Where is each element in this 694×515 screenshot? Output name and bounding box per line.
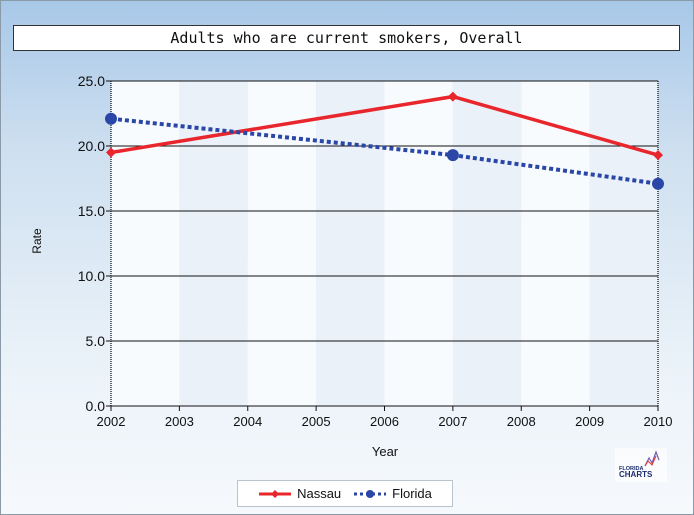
- y-tick-label: 20.0: [78, 138, 105, 154]
- y-tick-label: 5.0: [86, 333, 106, 349]
- year-band: [111, 81, 180, 406]
- legend-item-nassau: Nassau: [258, 486, 341, 501]
- data-point-nassau: [447, 91, 458, 102]
- x-tick-label: 2004: [233, 414, 262, 429]
- x-tick-label: 2006: [370, 414, 399, 429]
- y-tick-label: 15.0: [78, 203, 105, 219]
- legend-label-florida: Florida: [392, 486, 432, 501]
- data-point-florida: [652, 177, 664, 190]
- x-tick-label: 2002: [97, 414, 126, 429]
- data-point-nassau: [653, 150, 663, 161]
- x-tick-label: 2003: [165, 414, 194, 429]
- data-point-florida: [105, 112, 117, 125]
- logo-line2: CHARTS: [619, 470, 653, 479]
- year-band: [179, 81, 248, 406]
- y-axis-title: Rate: [30, 228, 44, 254]
- year-band: [452, 81, 522, 406]
- y-tick-label: 0.0: [86, 398, 106, 414]
- data-point-florida: [446, 149, 459, 162]
- x-axis-title: Year: [372, 444, 399, 459]
- legend: Nassau Florida: [237, 480, 453, 507]
- year-band: [589, 81, 658, 406]
- year-band: [316, 81, 385, 406]
- x-tick-label: 2010: [644, 414, 673, 429]
- legend-label-nassau: Nassau: [297, 486, 342, 501]
- x-tick-label: 2005: [302, 414, 331, 429]
- legend-swatch-nassau: [259, 489, 292, 498]
- y-tick-label: 10.0: [78, 268, 105, 284]
- y-tick-label: 25.0: [78, 73, 105, 89]
- x-tick-label: 2009: [575, 414, 604, 429]
- legend-item-florida: Florida: [353, 486, 432, 501]
- legend-swatch-florida: [354, 489, 387, 498]
- x-tick-label: 2007: [438, 414, 467, 429]
- year-band: [521, 81, 590, 406]
- year-band: [384, 81, 453, 406]
- logo-line1: FLORIDA: [619, 466, 643, 472]
- data-point-nassau: [106, 147, 116, 158]
- x-tick-label: 2008: [507, 414, 536, 429]
- chart-title: Adults who are current smokers, Overall: [13, 25, 680, 51]
- florida-charts-logo: FLORIDA CHARTS: [615, 448, 667, 482]
